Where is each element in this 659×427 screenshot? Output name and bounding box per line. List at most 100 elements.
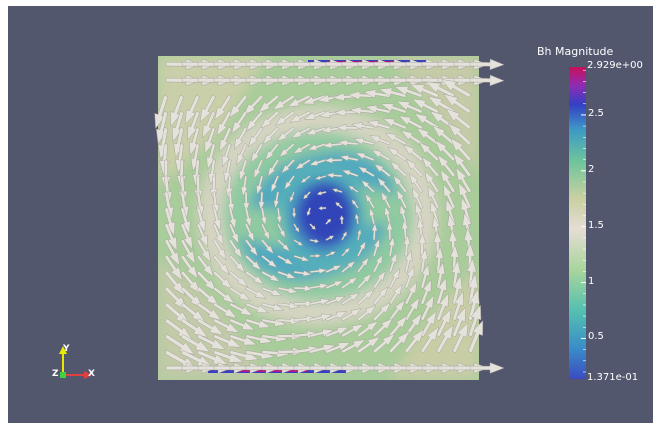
vector-arrow bbox=[245, 302, 269, 314]
colorbar-tick-label: 0.5 bbox=[588, 331, 604, 343]
vector-arrow bbox=[387, 146, 407, 162]
vector-arrow bbox=[452, 322, 469, 354]
vector-arrow bbox=[277, 254, 294, 265]
vector-arrow bbox=[228, 94, 248, 119]
vector-arrow bbox=[293, 223, 300, 233]
vector-arrow bbox=[260, 223, 270, 241]
vector-arrow bbox=[287, 94, 311, 108]
vector-arrow bbox=[341, 308, 362, 322]
vector-arrow bbox=[369, 207, 376, 225]
vector-arrow bbox=[441, 79, 472, 98]
vector-arrow bbox=[452, 290, 464, 321]
vector-arrow bbox=[214, 94, 232, 121]
vector-arrow bbox=[357, 166, 375, 178]
vector-arrow bbox=[437, 154, 456, 178]
vector-arrow bbox=[196, 334, 227, 351]
vector-arrow bbox=[390, 161, 408, 178]
vector-arrow bbox=[467, 273, 479, 305]
vector-arrow bbox=[404, 250, 413, 273]
vector-arrow bbox=[276, 207, 282, 225]
vector-arrow bbox=[293, 300, 316, 308]
vector-arrow bbox=[398, 115, 423, 130]
vector-arrow bbox=[335, 124, 359, 132]
vector-arrow bbox=[294, 158, 311, 170]
vector-arrow bbox=[447, 123, 472, 146]
vector-arrow bbox=[450, 137, 472, 162]
vector-arrow bbox=[403, 234, 411, 257]
vector-arrow bbox=[356, 320, 379, 338]
vector-arrow bbox=[341, 231, 347, 241]
vector-arrow bbox=[245, 110, 264, 132]
color-legend bbox=[569, 67, 586, 379]
vector-arrow bbox=[400, 129, 424, 146]
vector-arrow bbox=[394, 86, 423, 98]
vector-arrow bbox=[293, 315, 318, 323]
colorbar-ticks bbox=[581, 69, 586, 373]
vector-arrow bbox=[388, 299, 406, 322]
z-axis-label: Z bbox=[52, 369, 59, 379]
vector-arrow bbox=[320, 125, 343, 134]
vector-arrow bbox=[178, 175, 188, 205]
vector-arrow bbox=[393, 175, 408, 193]
vector-arrow bbox=[396, 100, 423, 114]
vector-arrow bbox=[245, 334, 273, 344]
vector-arrow bbox=[231, 110, 248, 134]
vector-arrow bbox=[196, 318, 224, 336]
x-axis-arrow bbox=[84, 371, 92, 379]
field-visualization[interactable] bbox=[8, 6, 653, 423]
vector-arrow bbox=[420, 263, 430, 289]
vector-arrow bbox=[242, 191, 250, 213]
vector-arrow bbox=[424, 171, 440, 193]
vector-arrow bbox=[258, 191, 265, 211]
vector-arrow bbox=[347, 90, 375, 100]
vector-arrow bbox=[260, 110, 280, 129]
vector-arrow bbox=[372, 302, 391, 322]
vector-arrow bbox=[316, 190, 327, 196]
vector-arrow bbox=[335, 201, 343, 209]
vector-arrow bbox=[434, 139, 456, 162]
vector-arrow bbox=[228, 254, 246, 273]
colorbar-tick-label: 1 bbox=[588, 275, 595, 287]
vector-arrow bbox=[213, 334, 242, 348]
vector-arrow bbox=[374, 163, 391, 178]
vector-arrow bbox=[361, 179, 375, 193]
vector-arrow bbox=[180, 223, 193, 250]
vector-arrow bbox=[212, 270, 233, 290]
vector-arrow bbox=[372, 270, 386, 289]
vector-arrow bbox=[306, 207, 312, 217]
vector-arrow bbox=[309, 158, 327, 166]
colorbar-tick-label: 2.5 bbox=[588, 107, 604, 119]
vector-arrow bbox=[384, 205, 392, 225]
vector-arrow bbox=[261, 270, 281, 282]
vector-arrow bbox=[228, 223, 239, 245]
vector-arrow bbox=[212, 302, 238, 319]
vector-arrow bbox=[331, 188, 343, 193]
vector-arrow bbox=[325, 296, 346, 306]
vector-arrow bbox=[450, 244, 460, 273]
vector-arrow bbox=[325, 326, 350, 338]
vector-arrow bbox=[309, 253, 322, 259]
vector-arrow bbox=[384, 132, 407, 146]
vector-arrow bbox=[309, 223, 316, 230]
vector-arrow bbox=[411, 98, 439, 114]
vector-arrow bbox=[193, 175, 203, 203]
vector-arrow bbox=[436, 261, 446, 289]
vector-arrow bbox=[195, 191, 205, 218]
vector-arrow bbox=[325, 251, 337, 257]
vector-arrow bbox=[404, 281, 417, 305]
vector-arrow bbox=[409, 83, 439, 98]
vector-arrow bbox=[372, 333, 396, 354]
vector-arrow bbox=[412, 187, 424, 209]
vector-arrow bbox=[337, 139, 359, 147]
vector-arrow bbox=[325, 280, 344, 290]
vector-arrow bbox=[420, 294, 435, 321]
vector-arrow bbox=[196, 270, 217, 292]
vector-arrow bbox=[180, 207, 191, 235]
vector-arrow bbox=[170, 95, 184, 127]
vector-arrow bbox=[309, 298, 331, 306]
vector-arrow bbox=[309, 238, 320, 244]
vector-arrow bbox=[466, 257, 477, 289]
vector-arrow bbox=[396, 189, 408, 209]
colorbar-tick-label: 1.5 bbox=[588, 219, 604, 231]
render-viewport[interactable]: Bh Magnitude 2.929e+00 1.371e-01 2.5 2 1.5… bbox=[8, 6, 653, 423]
